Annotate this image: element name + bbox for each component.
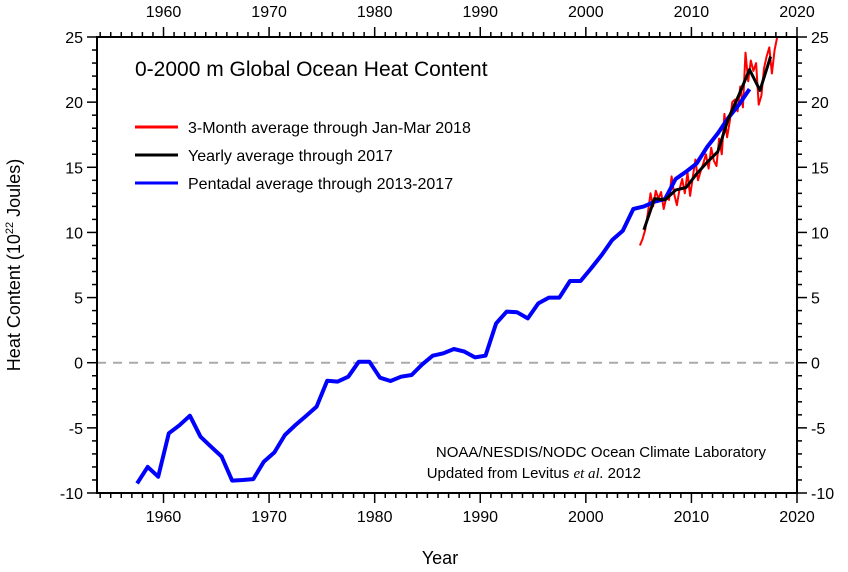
y-tick-label-right: 0 bbox=[811, 356, 820, 373]
y-axis-label-main: Heat Content (10 bbox=[4, 234, 24, 371]
legend: 3-Month average through Jan-Mar 2018 Yea… bbox=[135, 120, 471, 193]
x-tick-label-top: 1990 bbox=[462, 4, 498, 21]
y-tick-label-left: -10 bbox=[60, 486, 83, 503]
y-tick-label-right: -10 bbox=[811, 486, 834, 503]
y-axis-label: Heat Content (1022 Joules) bbox=[4, 159, 24, 371]
x-tick-label-top: 1960 bbox=[146, 4, 182, 21]
x-tick-label-bottom: 1990 bbox=[462, 509, 498, 526]
x-tick-label-top: 1980 bbox=[357, 4, 393, 21]
series-yearly-line bbox=[642, 56, 773, 231]
annotation-pre: Updated from Levitus bbox=[427, 465, 574, 482]
x-tick-label-bottom: 1980 bbox=[357, 509, 393, 526]
y-axis-label-end: Joules) bbox=[4, 159, 24, 222]
annotation-line2: Updated from Levitus et al. 2012 bbox=[427, 465, 641, 482]
x-tick-label-top: 2010 bbox=[674, 4, 710, 21]
y-tick-label-left: 5 bbox=[74, 291, 83, 308]
x-tick-label-bottom: 2000 bbox=[568, 509, 604, 526]
y-tick-label-right: 10 bbox=[811, 225, 829, 242]
y-tick-label-right: 25 bbox=[811, 30, 829, 47]
legend-label-yearly: Yearly average through 2017 bbox=[188, 148, 393, 165]
x-tick-label-top: 2000 bbox=[568, 4, 604, 21]
y-tick-label-left: 25 bbox=[65, 30, 83, 47]
y-tick-label-right: 20 bbox=[811, 95, 829, 112]
series-pentadal-line bbox=[135, 87, 752, 485]
x-tick-label-top: 2020 bbox=[779, 4, 815, 21]
x-tick-label-bottom: 2010 bbox=[674, 509, 710, 526]
x-tick-label-top: 1970 bbox=[251, 4, 287, 21]
plot-frame bbox=[96, 36, 798, 494]
y-axis-label-sup: 22 bbox=[4, 222, 16, 234]
annotation-post: 2012 bbox=[603, 465, 641, 482]
chart-title: 0-2000 m Global Ocean Heat Content bbox=[135, 58, 488, 81]
y-tick-label-left: 10 bbox=[65, 225, 83, 242]
series-3month-line bbox=[638, 36, 779, 246]
annotation-line1: NOAA/NESDIS/NODC Ocean Climate Laborator… bbox=[436, 444, 767, 461]
y-tick-label-left: 15 bbox=[65, 160, 83, 177]
x-tick-label-bottom: 1970 bbox=[251, 509, 287, 526]
legend-label-pentadal: Pentadal average through 2013-2017 bbox=[188, 176, 453, 193]
x-axis-label: Year bbox=[422, 548, 458, 568]
y-tick-label-left: -5 bbox=[69, 421, 83, 438]
x-tick-label-bottom: 2020 bbox=[779, 509, 815, 526]
x-tick-label-bottom: 1960 bbox=[146, 509, 182, 526]
legend-label-3month: 3-Month average through Jan-Mar 2018 bbox=[188, 120, 471, 137]
y-tick-label-right: 5 bbox=[811, 291, 820, 308]
y-tick-label-left: 0 bbox=[74, 356, 83, 373]
y-tick-label-right: -5 bbox=[811, 421, 825, 438]
y-tick-label-right: 15 bbox=[811, 160, 829, 177]
annotation-italic: et al. bbox=[573, 466, 603, 482]
y-tick-label-left: 20 bbox=[65, 95, 83, 112]
